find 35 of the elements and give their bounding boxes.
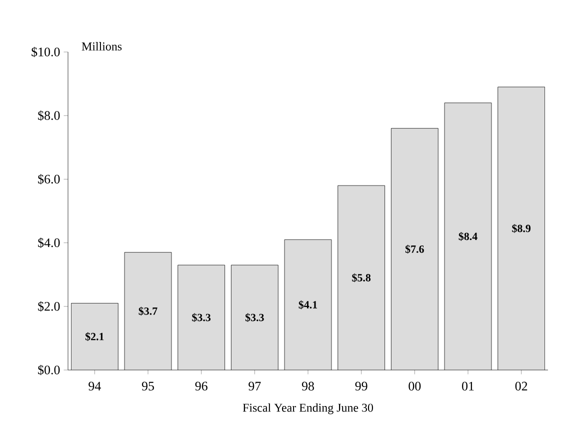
x-tick-label: 96 — [195, 382, 208, 390]
bar — [498, 86, 545, 370]
x-tick-label: 99 — [355, 382, 368, 390]
x-tick-label: 97 — [248, 382, 261, 390]
data-label: $3.3 — [192, 313, 211, 322]
bar — [444, 102, 492, 370]
bar — [284, 240, 332, 370]
data-label: $8.4 — [458, 232, 478, 241]
y-tick-label: $0.0 — [38, 364, 60, 376]
bar — [178, 265, 225, 370]
y-tick-label: $8.0 — [38, 110, 60, 121]
y-tick-label: $6.0 — [38, 174, 60, 184]
bar — [391, 128, 438, 370]
y-tick-label: $4.0 — [38, 238, 60, 248]
data-label: $3.7 — [138, 306, 158, 316]
data-label: $2.1 — [85, 332, 104, 341]
data-label: $5.8 — [352, 273, 371, 282]
x-tick-label: 00 — [408, 382, 421, 391]
data-label: $8.9 — [512, 224, 531, 233]
x-tick-label: 94 — [88, 382, 101, 390]
data-label: $3.3 — [245, 313, 264, 322]
bar — [338, 186, 385, 370]
y-axis-title: Millions — [82, 42, 122, 50]
x-tick-label: 02 — [515, 382, 528, 391]
data-label: $4.1 — [298, 300, 318, 310]
x-tick-label: 95 — [142, 382, 154, 390]
x-axis-title: Fiscal Year Ending June 30 — [242, 403, 374, 414]
bar — [124, 252, 172, 370]
data-label: $7.6 — [405, 244, 424, 254]
y-tick-label: $10.0 — [32, 46, 60, 58]
bar — [71, 303, 118, 370]
x-tick-label: 98 — [302, 382, 314, 391]
bar — [231, 265, 278, 370]
y-tick-label: $2.0 — [38, 301, 60, 312]
x-tick-label: 01 — [462, 382, 474, 391]
